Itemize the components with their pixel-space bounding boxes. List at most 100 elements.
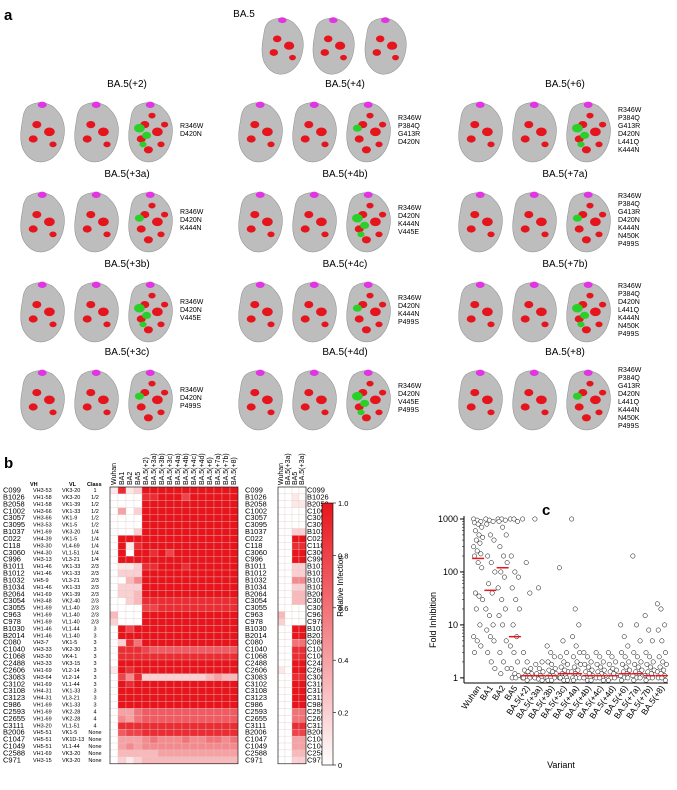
mutation-label: L441Q bbox=[618, 139, 640, 146]
antibody-label-right2: C971 bbox=[307, 755, 325, 764]
mutation-patch bbox=[161, 301, 169, 308]
structure-title: BA.5(+7a) bbox=[542, 169, 587, 180]
heatmap-cell-small bbox=[291, 687, 300, 695]
heatmap-cell bbox=[189, 639, 199, 647]
heatmap-cell bbox=[109, 549, 119, 557]
heatmap-cell-small bbox=[298, 611, 307, 619]
heatmap-cell bbox=[125, 687, 135, 695]
binding-site bbox=[381, 17, 390, 24]
antibody-label-right2: C3057 bbox=[307, 513, 329, 522]
heatmap-cell bbox=[141, 722, 151, 730]
heatmap-cell bbox=[149, 715, 159, 723]
heatmap-cell bbox=[213, 549, 223, 557]
vl-gene: VK1-5 bbox=[62, 730, 77, 736]
mutation-patch bbox=[487, 141, 495, 148]
heatmap-cell-small bbox=[298, 528, 307, 536]
mutation-patch bbox=[316, 217, 327, 227]
heatmap-cell-small bbox=[298, 673, 307, 681]
binding-site bbox=[37, 191, 47, 198]
binding-site bbox=[91, 369, 101, 376]
vh-gene: VH1-69 bbox=[33, 716, 52, 722]
heatmap-cell-small bbox=[298, 507, 307, 515]
antibody-label-right2: C099 bbox=[307, 486, 325, 495]
heatmap-cell bbox=[117, 742, 127, 751]
antibody-label: C3095 bbox=[3, 520, 25, 529]
mutation-patch bbox=[361, 414, 371, 422]
heatmap-cell-small bbox=[284, 576, 293, 585]
mutation-label: R346W bbox=[180, 123, 204, 130]
data-point bbox=[491, 638, 497, 644]
heatmap-cell bbox=[141, 756, 151, 764]
heatmap-cell bbox=[229, 708, 239, 716]
antibody-label: B2014 bbox=[3, 631, 25, 640]
data-point bbox=[498, 569, 504, 575]
mutation-patch bbox=[49, 321, 57, 328]
heatmap-cell bbox=[213, 542, 223, 550]
binding-site bbox=[363, 369, 373, 376]
rbd-structure bbox=[261, 17, 304, 75]
heatmap-cell bbox=[189, 749, 199, 758]
mutation-label: G413R bbox=[618, 209, 640, 216]
heatmap-cell-small bbox=[284, 666, 293, 674]
heatmap-small-border bbox=[277, 486, 307, 765]
heatmap-cell bbox=[109, 666, 119, 674]
rbd-structure bbox=[458, 369, 503, 431]
mutation-label: P499S bbox=[398, 407, 419, 414]
rbd-structure bbox=[20, 369, 65, 431]
heatmap-cell bbox=[213, 722, 223, 730]
binding-site bbox=[255, 191, 265, 198]
heatmap-cell bbox=[173, 666, 183, 674]
mutation-label: R346W bbox=[180, 387, 204, 394]
binding-site bbox=[363, 191, 373, 198]
vh-gene: VH1-46 bbox=[33, 626, 52, 632]
rbd-surface bbox=[566, 192, 611, 253]
heatmap-cell-small bbox=[284, 722, 293, 730]
data-point bbox=[643, 677, 649, 683]
heatmap-cell bbox=[109, 652, 119, 661]
heatmap-cell bbox=[205, 542, 215, 550]
heatmap-cell bbox=[189, 583, 199, 591]
heatmap-cell-small bbox=[298, 694, 307, 702]
heatmap-cell bbox=[125, 666, 135, 674]
data-point bbox=[509, 585, 515, 591]
heatmap-cell bbox=[117, 507, 127, 515]
heatmap-cell-small bbox=[291, 646, 300, 654]
heatmap-column-label: BA.5(+2) bbox=[143, 457, 150, 485]
binding-site bbox=[309, 191, 319, 198]
rbd-surface bbox=[566, 370, 611, 431]
heatmap-cell bbox=[221, 618, 231, 626]
rbd-surface bbox=[458, 370, 503, 431]
data-point bbox=[571, 664, 577, 670]
antibody-label: C3054 bbox=[3, 596, 25, 605]
data-point bbox=[515, 659, 521, 665]
data-point bbox=[625, 643, 631, 649]
vh-gene: VH1-69 bbox=[33, 530, 52, 536]
data-point bbox=[663, 677, 668, 683]
heatmap-cell bbox=[165, 625, 175, 633]
heatmap-cell bbox=[141, 652, 151, 661]
antibody-label-right2: C1002 bbox=[307, 506, 329, 515]
heatmap-cell bbox=[141, 535, 151, 543]
data-point bbox=[503, 638, 509, 644]
heatmap-cell bbox=[125, 715, 135, 723]
heatmap-cell bbox=[197, 722, 207, 730]
heatmap-cell bbox=[229, 569, 239, 578]
mutation-patch bbox=[28, 403, 38, 411]
rbd-structure bbox=[292, 369, 337, 431]
data-point bbox=[561, 659, 567, 665]
heatmap-cell bbox=[205, 521, 215, 529]
heatmap-cell bbox=[165, 590, 175, 598]
antibody-label-right: C1068 bbox=[245, 652, 267, 661]
mutation-patch bbox=[44, 217, 55, 227]
mutation-patch bbox=[372, 49, 382, 56]
data-point bbox=[577, 675, 583, 681]
heatmap-column-label: BA.5(+4a) bbox=[175, 453, 182, 485]
heatmap-cell bbox=[189, 729, 199, 737]
vl-gene: VK1-39 bbox=[62, 502, 80, 508]
heatmap-cell bbox=[189, 562, 199, 571]
antibody-label-right: C2606 bbox=[245, 665, 267, 674]
heatmap-cell-small bbox=[291, 528, 300, 536]
heatmap-cell-small bbox=[291, 749, 300, 758]
heatmap-cell bbox=[165, 742, 175, 751]
mutation-label: K444N bbox=[398, 311, 419, 318]
